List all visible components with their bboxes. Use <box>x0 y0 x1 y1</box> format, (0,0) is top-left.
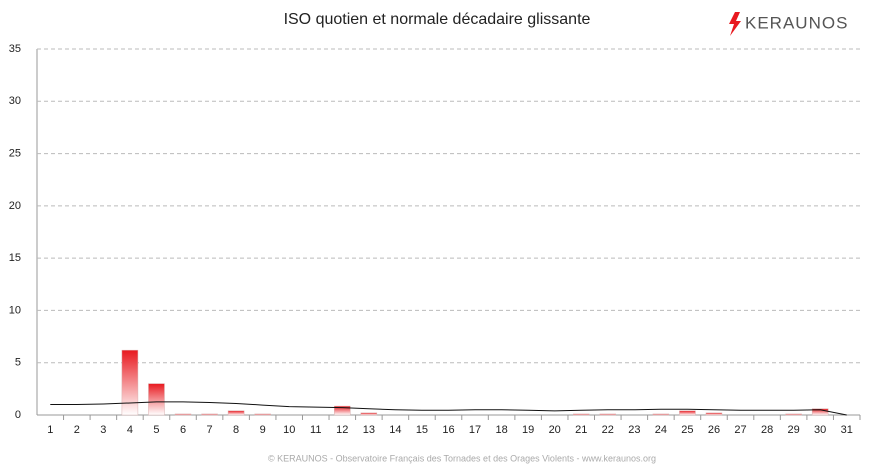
x-tick-label: 18 <box>495 424 507 436</box>
bar <box>572 413 590 416</box>
bar <box>334 405 351 416</box>
x-tick-label: 16 <box>442 424 454 436</box>
bar <box>785 413 802 416</box>
x-tick-label: 22 <box>602 424 614 436</box>
logo: KERAUNOS <box>745 13 848 32</box>
x-tick-label: 24 <box>655 424 667 436</box>
logo-icon <box>729 12 741 36</box>
x-tick-label: 19 <box>522 424 534 436</box>
y-tick-label: 25 <box>9 147 21 159</box>
x-tick-label: 4 <box>127 424 133 436</box>
x-tick-label: 31 <box>841 424 853 436</box>
bar <box>360 412 378 416</box>
chart-title: ISO quotien et normale décadaire glissan… <box>284 11 591 28</box>
bar <box>705 412 723 416</box>
y-tick-label: 35 <box>9 43 21 55</box>
x-tick-label: 12 <box>336 424 348 436</box>
x-tick-label: 27 <box>734 424 746 436</box>
bar <box>599 413 617 416</box>
x-tick-label: 5 <box>153 424 159 436</box>
x-tick-label: 2 <box>74 424 80 436</box>
x-tick-label: 13 <box>363 424 375 436</box>
bar <box>121 349 139 416</box>
bar <box>652 413 670 416</box>
bar <box>201 413 218 416</box>
x-tick-label: 10 <box>283 424 295 436</box>
x-tick-label: 29 <box>788 424 800 436</box>
y-tick-label: 30 <box>9 95 21 107</box>
y-tick-label: 5 <box>15 357 21 369</box>
y-tick-label: 15 <box>9 252 21 264</box>
x-tick-label: 14 <box>389 424 401 436</box>
x-tick-label: 28 <box>761 424 773 436</box>
x-tick-label: 1 <box>47 424 53 436</box>
y-tick-label: 10 <box>9 304 21 316</box>
x-tick-label: 9 <box>260 424 266 436</box>
x-tick-label: 23 <box>628 424 640 436</box>
bar <box>254 413 271 416</box>
bar <box>679 410 696 416</box>
x-tick-label: 8 <box>233 424 239 436</box>
y-tick-label: 0 <box>15 409 21 421</box>
footer: © KERAUNOS - Observatoire Français des T… <box>268 453 656 463</box>
x-tick-label: 3 <box>100 424 106 436</box>
x-tick-label: 15 <box>416 424 428 436</box>
bar <box>227 410 245 416</box>
x-tick-label: 30 <box>814 424 826 436</box>
bar <box>148 383 165 416</box>
x-tick-label: 25 <box>681 424 693 436</box>
x-tick-label: 6 <box>180 424 186 436</box>
x-tick-label: 26 <box>708 424 720 436</box>
bar <box>811 408 829 416</box>
x-tick-label: 20 <box>549 424 561 436</box>
x-tick-label: 21 <box>575 424 587 436</box>
y-tick-label: 20 <box>9 200 21 212</box>
x-tick-label: 7 <box>207 424 213 436</box>
x-tick-label: 11 <box>310 424 321 436</box>
x-tick-label: 17 <box>469 424 481 436</box>
bar <box>174 413 192 416</box>
line <box>50 401 847 416</box>
